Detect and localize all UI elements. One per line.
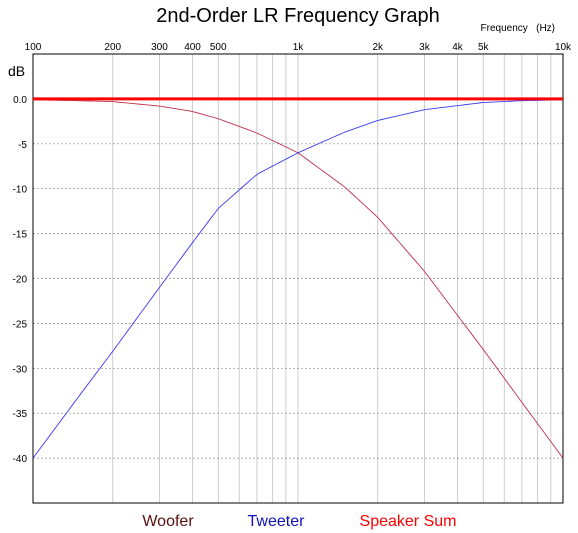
x-tick-label: 300 <box>151 42 168 53</box>
y-tick-label: -35 <box>13 409 28 420</box>
legend-item-tweeter: Tweeter <box>248 513 306 530</box>
y-tick-label: -20 <box>13 275 28 286</box>
x-tick-labels: 100 200 300 400 500 1k 2k 3k 4k 5k 10k <box>25 42 572 53</box>
x-tick-label: 2k <box>372 42 384 53</box>
y-tick-label: -30 <box>13 364 28 375</box>
x-tick-label: 100 <box>25 42 42 53</box>
x-tick-label: 10k <box>555 42 572 53</box>
y-axis-label: dB <box>8 63 25 79</box>
x-tick-label: 5k <box>478 42 490 53</box>
y-tick-label: -25 <box>13 319 28 330</box>
x-tick-label: 3k <box>419 42 431 53</box>
grid-lines <box>32 53 564 504</box>
x-tick-label: 500 <box>210 42 227 53</box>
y-tick-labels: 0.0 -5 -10 -15 -20 -25 -30 -35 -40 <box>13 95 28 465</box>
legend-item-woofer: Woofer <box>142 513 194 530</box>
series-lines <box>32 97 564 459</box>
chart-title: 2nd-Order LR Frequency Graph <box>156 5 439 27</box>
x-axis-unit-label: Frequency (Hz) <box>481 23 555 34</box>
legend: Woofer Tweeter Speaker Sum <box>142 513 456 530</box>
plot-area-frame <box>32 53 564 504</box>
y-tick-label: 0.0 <box>13 95 27 106</box>
x-tick-label: 400 <box>184 42 201 53</box>
x-tick-label: 200 <box>104 42 121 53</box>
series-line-tweeter <box>32 99 564 459</box>
x-tick-label: 4k <box>452 42 464 53</box>
y-tick-label: -10 <box>13 185 28 196</box>
y-tick-label: -5 <box>18 140 27 151</box>
x-tick-label: 1k <box>293 42 305 53</box>
y-tick-label: -15 <box>13 230 28 241</box>
legend-item-speaker-sum: Speaker Sum <box>360 513 457 530</box>
y-tick-label: -40 <box>13 454 28 465</box>
